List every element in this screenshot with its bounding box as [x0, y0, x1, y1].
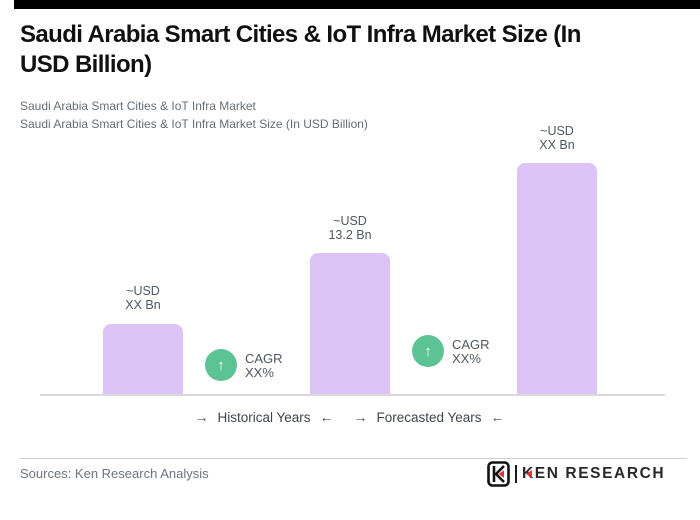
axis-label-text: Forecasted Years: [376, 409, 482, 425]
page-title-line-2: USD Billion): [20, 51, 152, 78]
cagr-circle-1: ↑: [205, 349, 237, 381]
red-wedge-icon: [525, 470, 532, 478]
cagr-badge-text-2: CAGR XX%: [452, 338, 490, 366]
axis-label-forecasted: → Forecasted Years ←: [339, 409, 519, 425]
top-border-bar: [14, 0, 700, 9]
bar-value-line1: ~USD: [540, 124, 574, 138]
cagr-badge-text-1: CAGR XX%: [245, 352, 283, 380]
right-arrow-icon: →: [353, 409, 368, 425]
bar-value-line1: ~USD: [126, 284, 160, 298]
bar-value-label-historical: ~USD XX Bn: [83, 284, 203, 312]
subtitle-line-2: Saudi Arabia Smart Cities & IoT Infra Ma…: [20, 117, 368, 131]
subtitle-line-1: Saudi Arabia Smart Cities & IoT Infra Ma…: [20, 99, 256, 113]
cagr-label: CAGR: [245, 351, 283, 366]
bar-forecast[interactable]: [517, 163, 597, 395]
left-arrow-icon: ←: [490, 409, 505, 425]
cagr-value: XX%: [452, 351, 481, 366]
logo-separator: [515, 465, 517, 483]
bar-historical[interactable]: [103, 324, 183, 395]
cagr-label: CAGR: [452, 337, 490, 352]
bar-value-label-current: ~USD 13.2 Bn: [290, 214, 410, 242]
up-arrow-icon: ↑: [217, 356, 225, 374]
sources-text: Sources: Ken Research Analysis: [20, 466, 209, 481]
cagr-value: XX%: [245, 365, 274, 380]
ken-research-logo: K EN RESEARCH: [487, 461, 665, 487]
ken-logo-mark-icon: [487, 461, 510, 487]
bar-value-line2: XX Bn: [125, 298, 161, 312]
footer-divider: [20, 458, 687, 459]
bar-value-line1: ~USD: [333, 214, 367, 228]
bar-value-line2: 13.2 Bn: [328, 228, 372, 242]
logo-brand-text: K EN RESEARCH: [522, 465, 665, 483]
bar-value-line2: XX Bn: [539, 138, 575, 152]
right-arrow-icon: →: [194, 409, 209, 425]
axis-baseline: [40, 394, 665, 396]
bar-value-label-forecast: ~USD XX Bn: [497, 124, 617, 152]
left-arrow-icon: ←: [319, 409, 334, 425]
brand-rest: EN RESEARCH: [534, 465, 666, 482]
up-arrow-icon: ↑: [424, 342, 432, 360]
cagr-circle-2: ↑: [412, 335, 444, 367]
bar-current[interactable]: [310, 253, 390, 395]
axis-label-historical: → Historical Years ←: [174, 409, 354, 425]
axis-label-text: Historical Years: [217, 409, 311, 425]
page-title-line-1: Saudi Arabia Smart Cities & IoT Infra Ma…: [20, 21, 581, 48]
page-title: Saudi Arabia Smart Cities & IoT Infra Ma…: [20, 20, 690, 80]
